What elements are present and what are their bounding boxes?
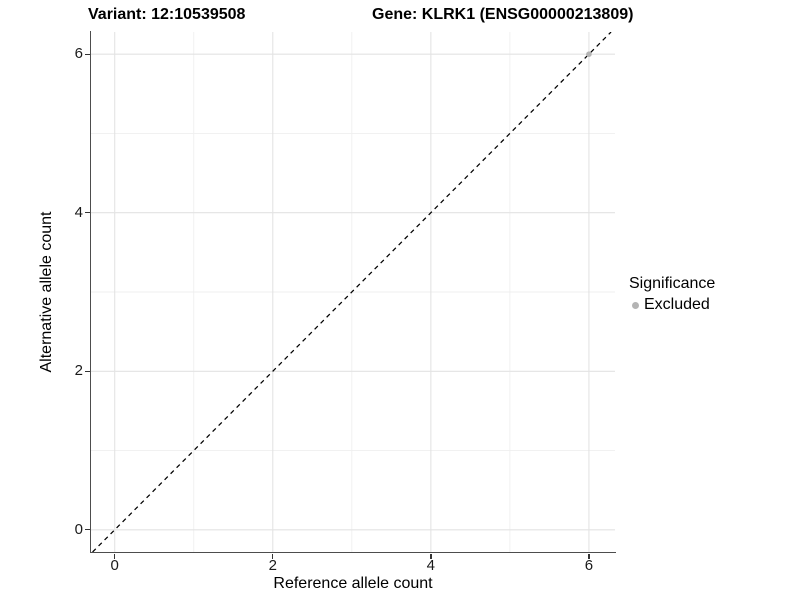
legend: Significance Excluded [629,275,715,314]
y-tick-label: 2 [74,362,83,380]
x-axis-title: Reference allele count [273,575,433,592]
x-tick-mark [272,553,274,559]
x-tick-label: 2 [268,557,277,574]
x-tick-label: 0 [110,557,119,574]
y-tick-label: 0 [74,520,83,538]
y-tick-mark [85,212,90,214]
x-tick-label: 4 [426,557,436,574]
y-tick-mark [85,529,90,531]
legend-point-icon [632,301,639,309]
y-axis-title: Alternative allele count [38,211,55,373]
x-tick-mark [114,553,116,559]
plot-title-gene: Gene: KLRK1 (ENSG00000213809) [372,6,634,23]
plot-panel [91,32,615,552]
x-axis-line [90,552,616,554]
data-point [586,51,592,57]
plot-title-variant: Variant: 12:10539508 [88,6,246,23]
y-axis-line [90,31,92,553]
x-tick-mark [430,553,432,559]
plot-canvas [91,32,615,552]
legend-title: Significance [629,275,716,292]
x-tick-mark [588,553,590,559]
y-tick-mark [85,370,90,372]
y-tick-label: 6 [74,45,83,63]
y-tick-label: 4 [74,203,83,221]
x-tick-label: 6 [584,557,594,574]
legend-item-label: Excluded [644,296,710,313]
legend-item-excluded: Excluded [629,296,715,314]
y-tick-mark [85,53,90,55]
